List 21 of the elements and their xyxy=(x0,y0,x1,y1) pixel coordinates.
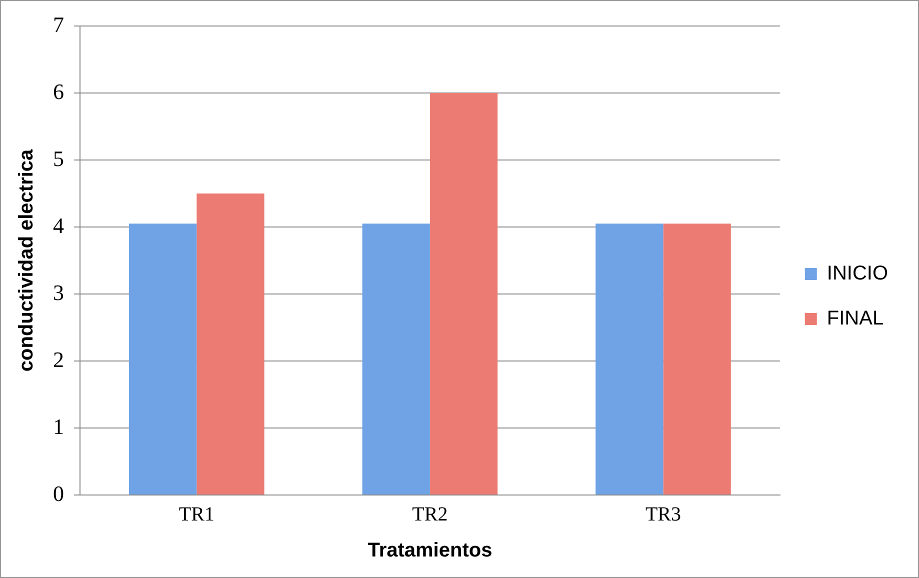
legend-label: FINAL xyxy=(826,308,884,330)
bar xyxy=(362,224,430,494)
bar xyxy=(663,224,731,494)
y-tick-label: 0 xyxy=(53,480,64,506)
y-tick-label: 4 xyxy=(53,212,64,238)
x-tick-label: TR2 xyxy=(412,503,448,526)
y-tick-label: 5 xyxy=(53,146,64,171)
y-tick-label: 7 xyxy=(53,12,64,37)
y-tick-label: 6 xyxy=(53,78,64,104)
x-axis-title: Tratamientos xyxy=(368,540,492,562)
y-axis-title: conductividad electrica xyxy=(16,148,38,372)
bar xyxy=(196,194,264,494)
bar xyxy=(430,93,498,494)
y-tick-label: 1 xyxy=(53,414,64,439)
y-tick-label: 3 xyxy=(53,280,64,305)
bar xyxy=(596,224,664,494)
y-tick-label: 2 xyxy=(53,346,64,372)
x-tick-label: TR1 xyxy=(178,503,214,526)
bar xyxy=(128,224,197,494)
x-tick-label: TR3 xyxy=(645,503,682,526)
legend-label: INICIO xyxy=(826,262,888,285)
